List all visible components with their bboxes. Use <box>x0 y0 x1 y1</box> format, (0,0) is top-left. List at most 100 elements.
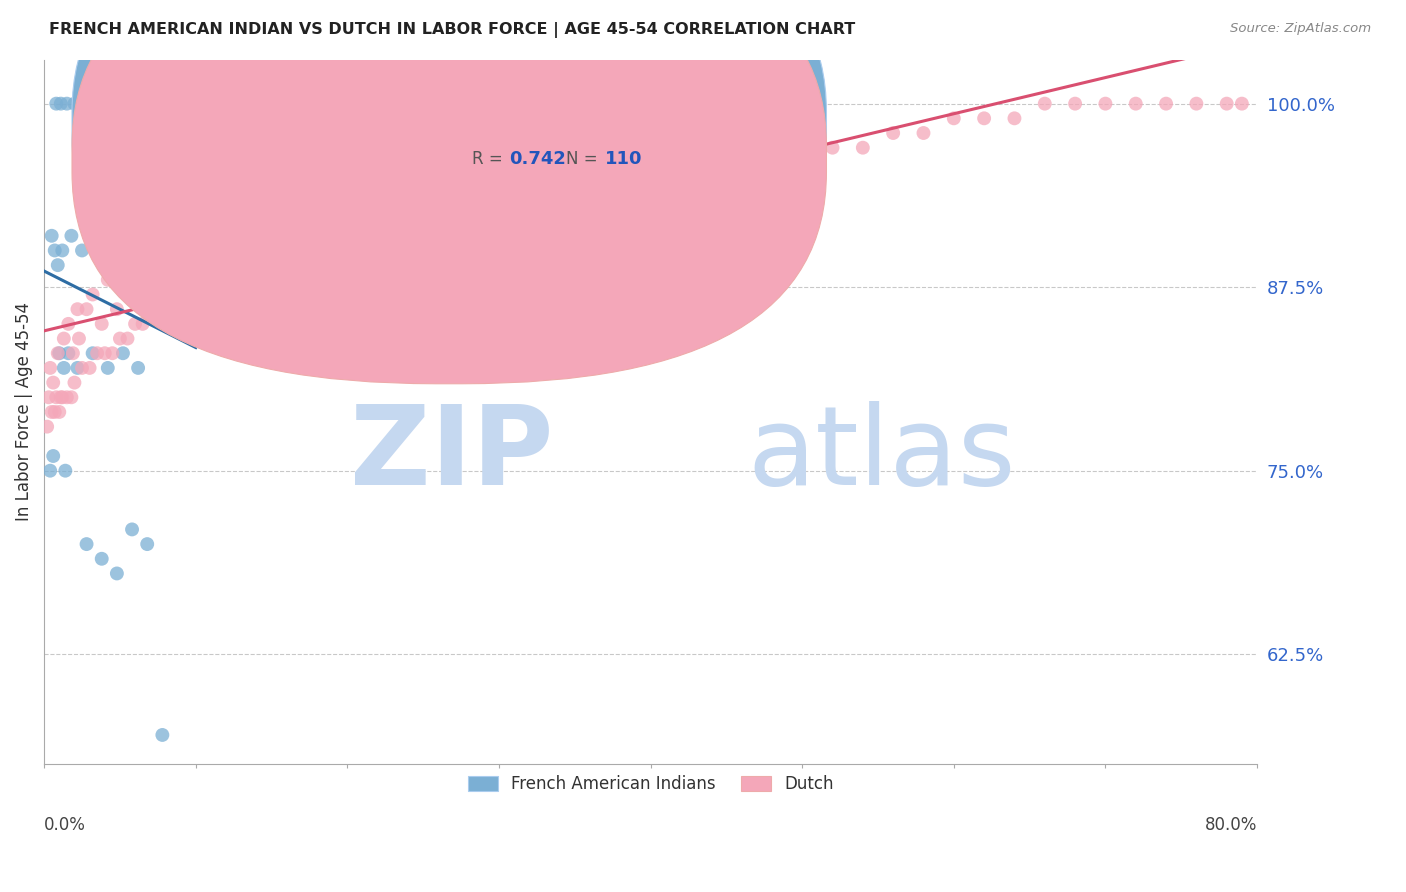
Point <box>146 302 169 317</box>
Point <box>640 169 662 184</box>
Text: R =: R = <box>472 150 509 168</box>
Point <box>405 185 427 199</box>
Point <box>58 317 80 331</box>
Point <box>46 258 69 272</box>
Point <box>76 302 98 317</box>
Point <box>79 96 101 111</box>
Point <box>121 287 143 301</box>
Point <box>42 449 65 463</box>
Point <box>1033 96 1056 111</box>
Point <box>111 273 134 287</box>
Point <box>111 346 134 360</box>
Point <box>336 228 359 243</box>
Point <box>1064 96 1087 111</box>
Point <box>207 258 229 272</box>
Point <box>139 302 162 317</box>
Point <box>82 346 104 360</box>
Point <box>231 258 253 272</box>
Point <box>86 228 108 243</box>
Point <box>1154 96 1177 111</box>
Point <box>162 287 184 301</box>
Point <box>136 537 159 551</box>
Point <box>260 258 283 272</box>
Point <box>245 258 267 272</box>
Point <box>142 258 165 272</box>
Point <box>374 199 396 213</box>
Point <box>79 360 101 375</box>
Point <box>222 228 245 243</box>
Point <box>238 228 260 243</box>
FancyBboxPatch shape <box>72 0 827 350</box>
Point <box>101 346 124 360</box>
Point <box>457 199 479 213</box>
Point <box>97 273 120 287</box>
Point <box>177 273 200 287</box>
Point <box>48 346 70 360</box>
Point <box>443 199 465 213</box>
Point <box>1004 112 1026 126</box>
Text: 110: 110 <box>605 150 643 168</box>
Point <box>472 199 495 213</box>
Point <box>548 185 571 199</box>
Point <box>69 96 91 111</box>
Text: 0.0%: 0.0% <box>44 815 86 834</box>
Point <box>60 390 83 404</box>
Point <box>1094 96 1116 111</box>
Point <box>942 112 965 126</box>
Text: 80.0%: 80.0% <box>1205 815 1257 834</box>
Point <box>314 214 336 228</box>
Point <box>52 332 75 346</box>
Point <box>124 317 146 331</box>
Point <box>139 96 162 111</box>
Point <box>127 360 149 375</box>
Point <box>44 405 66 419</box>
Point <box>146 228 169 243</box>
Text: ZIP: ZIP <box>350 401 554 508</box>
Text: Source: ZipAtlas.com: Source: ZipAtlas.com <box>1230 22 1371 36</box>
Point <box>396 214 419 228</box>
Text: N =: N = <box>565 116 603 134</box>
Point <box>56 390 79 404</box>
Point <box>76 537 98 551</box>
Point <box>37 419 59 434</box>
Point <box>427 214 450 228</box>
Point <box>51 244 73 258</box>
Point <box>669 169 692 184</box>
Point <box>62 346 84 360</box>
Point <box>1215 96 1237 111</box>
Point <box>367 228 389 243</box>
Point <box>46 346 69 360</box>
Point <box>169 287 191 301</box>
Point <box>700 155 723 169</box>
Point <box>343 199 366 213</box>
Point <box>181 244 204 258</box>
Point <box>82 287 104 301</box>
Point <box>412 214 434 228</box>
Point <box>101 244 124 258</box>
Point <box>276 244 298 258</box>
Text: atlas: atlas <box>748 401 1017 508</box>
Point <box>852 141 875 155</box>
Point <box>52 360 75 375</box>
Point <box>283 214 305 228</box>
Point <box>1185 96 1208 111</box>
Point <box>63 96 86 111</box>
Text: N =: N = <box>565 150 603 168</box>
Point <box>53 464 76 478</box>
Point <box>105 302 128 317</box>
Point <box>44 244 66 258</box>
Point <box>200 273 222 287</box>
Point <box>49 390 72 404</box>
Point <box>136 287 159 301</box>
Point <box>579 185 602 199</box>
Point <box>94 96 117 111</box>
Point <box>39 360 62 375</box>
Text: 0.247: 0.247 <box>509 116 565 134</box>
Y-axis label: In Labor Force | Age 45-54: In Labor Force | Age 45-54 <box>15 302 32 522</box>
Point <box>155 96 177 111</box>
Point <box>517 185 540 199</box>
Point <box>86 346 108 360</box>
Point <box>329 199 352 213</box>
Point <box>90 551 112 566</box>
Point <box>215 273 238 287</box>
